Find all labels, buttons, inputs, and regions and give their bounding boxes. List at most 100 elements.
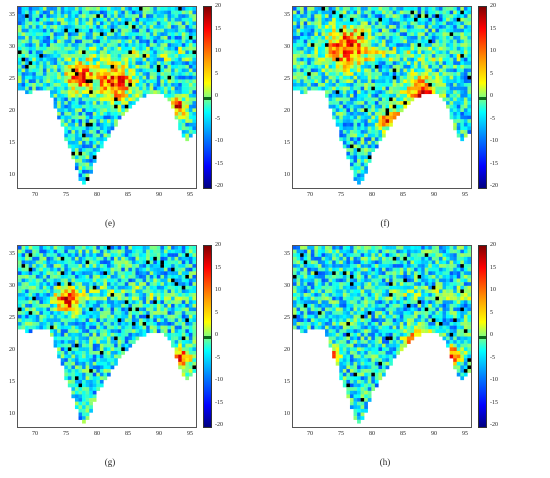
x-tick-label: 90 xyxy=(431,192,437,198)
y-tick-label: 10 xyxy=(9,411,15,417)
x-tick-label: 75 xyxy=(63,431,69,437)
x-tick-label: 80 xyxy=(94,431,100,437)
colorbar-tick-label: -5 xyxy=(490,354,495,361)
anomaly-map xyxy=(17,6,197,189)
colorbar-tick-label: 20 xyxy=(490,242,496,248)
anomaly-raster xyxy=(18,246,196,424)
colorbar-tick-label: -15 xyxy=(215,399,223,406)
x-tick-label: 75 xyxy=(338,431,344,437)
x-tick-label: 85 xyxy=(125,192,131,198)
map-panel-f: 35 30 25 20 15 10 70 75 80 85 90 95 20 15 10 5 0 -5 -10 -15… xyxy=(275,0,550,239)
x-tick-label: 80 xyxy=(369,192,375,198)
panel-label: (f) xyxy=(380,218,390,228)
y-tick-label: 35 xyxy=(284,251,290,257)
y-tick-label: 10 xyxy=(284,172,290,178)
y-tick-label: 30 xyxy=(9,283,15,289)
colorbar-tick-label: 5 xyxy=(215,70,218,77)
colorbar-tick-label: -15 xyxy=(215,160,223,167)
y-tick-label: 20 xyxy=(284,347,290,353)
panel-label: (h) xyxy=(379,457,391,467)
x-tick-label: 85 xyxy=(400,431,406,437)
anomaly-map xyxy=(292,6,472,189)
x-tick-label: 95 xyxy=(462,192,468,198)
colorbar-zero-marker xyxy=(479,97,486,100)
colorbar xyxy=(478,245,487,428)
y-tick-label: 10 xyxy=(9,172,15,178)
colorbar-tick-label: -20 xyxy=(215,183,223,189)
x-tick-label: 95 xyxy=(187,192,193,198)
y-tick-label: 15 xyxy=(9,140,15,146)
y-tick-label: 25 xyxy=(284,76,290,82)
colorbar xyxy=(478,6,487,189)
colorbar-tick-label: 0 xyxy=(490,332,493,338)
y-tick-label: 30 xyxy=(9,44,15,50)
y-tick-label: 35 xyxy=(9,251,15,257)
colorbar xyxy=(203,6,212,189)
anomaly-map xyxy=(292,245,472,428)
colorbar-tick-label: 5 xyxy=(215,309,218,316)
x-tick-label: 75 xyxy=(338,192,344,198)
colorbar-tick-label: -10 xyxy=(215,138,223,144)
colorbar-tick-label: 10 xyxy=(490,287,496,293)
colorbar-tick-label: 20 xyxy=(215,242,221,248)
colorbar-tick-label: 10 xyxy=(490,48,496,54)
anomaly-raster xyxy=(293,7,471,185)
y-tick-label: 15 xyxy=(284,140,290,146)
colorbar-tick-label: 15 xyxy=(215,25,221,32)
y-tick-label: 20 xyxy=(9,108,15,114)
colorbar-tick-label: -5 xyxy=(215,115,220,122)
y-tick-label: 20 xyxy=(9,347,15,353)
anomaly-raster xyxy=(293,246,471,424)
colorbar-tick-label: -5 xyxy=(490,115,495,122)
colorbar-tick-label: 20 xyxy=(215,3,221,9)
colorbar-tick-label: 5 xyxy=(490,70,493,77)
map-panel-e: 35 30 25 20 15 10 70 75 80 85 90 95 20 15 10 5 0 -5 -10 -15… xyxy=(0,0,275,239)
y-tick-label: 20 xyxy=(284,108,290,114)
x-tick-label: 85 xyxy=(400,192,406,198)
y-tick-label: 15 xyxy=(9,379,15,385)
y-tick-label: 30 xyxy=(284,44,290,50)
x-tick-label: 70 xyxy=(32,192,38,198)
x-tick-label: 80 xyxy=(369,431,375,437)
y-tick-label: 10 xyxy=(284,411,290,417)
map-panel-h: 35 30 25 20 15 10 70 75 80 85 90 95 20 15 10 5 0 -5 -10 -15… xyxy=(275,239,550,478)
colorbar-tick-label: -20 xyxy=(490,422,498,428)
colorbar-tick-label: 20 xyxy=(490,3,496,9)
colorbar-tick-label: 0 xyxy=(490,93,493,99)
y-tick-label: 35 xyxy=(9,12,15,18)
y-tick-label: 15 xyxy=(284,379,290,385)
colorbar-zero-marker xyxy=(204,336,211,339)
colorbar xyxy=(203,245,212,428)
colorbar-zero-marker xyxy=(479,336,486,339)
x-tick-label: 70 xyxy=(307,431,313,437)
x-tick-label: 95 xyxy=(187,431,193,437)
colorbar-tick-label: -10 xyxy=(490,138,498,144)
y-tick-label: 25 xyxy=(9,315,15,321)
panel-label: (e) xyxy=(105,218,115,228)
x-tick-label: 85 xyxy=(125,431,131,437)
colorbar-tick-label: -20 xyxy=(215,422,223,428)
y-tick-label: 25 xyxy=(284,315,290,321)
x-tick-label: 70 xyxy=(307,192,313,198)
colorbar-tick-label: 15 xyxy=(215,264,221,271)
colorbar-tick-label: -10 xyxy=(490,377,498,383)
x-tick-label: 90 xyxy=(156,431,162,437)
colorbar-tick-label: -15 xyxy=(490,160,498,167)
colorbar-tick-label: -10 xyxy=(215,377,223,383)
x-tick-label: 80 xyxy=(94,192,100,198)
colorbar-zero-marker xyxy=(204,97,211,100)
x-tick-label: 70 xyxy=(32,431,38,437)
colorbar-tick-label: -20 xyxy=(490,183,498,189)
anomaly-raster xyxy=(18,7,196,185)
x-tick-label: 90 xyxy=(431,431,437,437)
colorbar-tick-label: 10 xyxy=(215,48,221,54)
x-tick-label: 75 xyxy=(63,192,69,198)
colorbar-tick-label: 10 xyxy=(215,287,221,293)
colorbar-tick-label: 5 xyxy=(490,309,493,316)
colorbar-tick-label: 15 xyxy=(490,25,496,32)
y-tick-label: 30 xyxy=(284,283,290,289)
anomaly-map xyxy=(17,245,197,428)
colorbar-tick-label: 0 xyxy=(215,332,218,338)
colorbar-tick-label: 0 xyxy=(215,93,218,99)
x-tick-label: 90 xyxy=(156,192,162,198)
